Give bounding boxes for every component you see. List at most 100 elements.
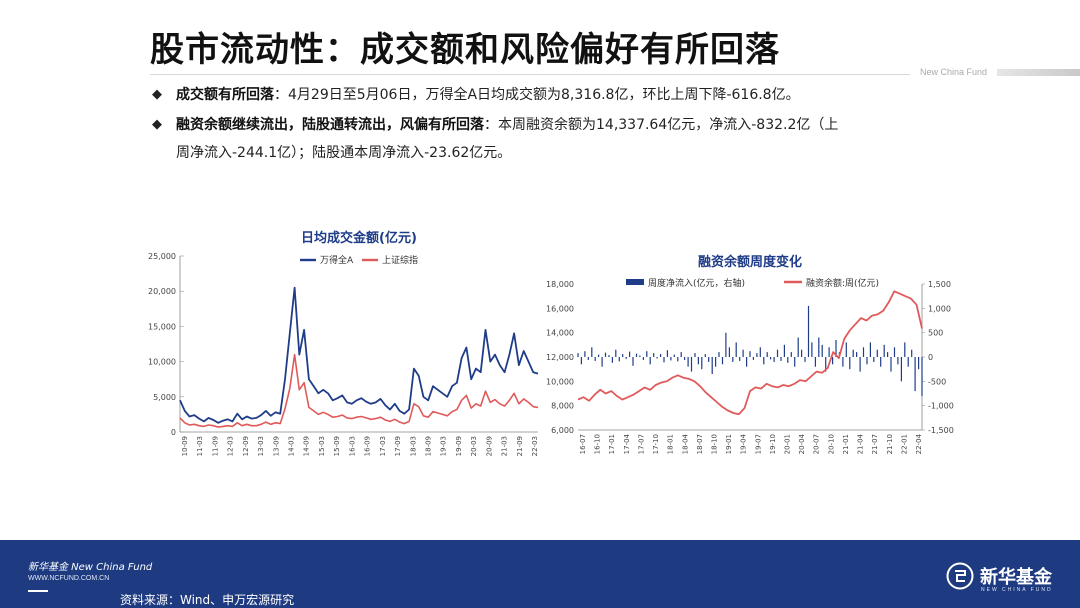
net-inflow-bar: [704, 354, 706, 357]
x-tick-label: 21-04: [857, 433, 865, 454]
x-tick-label: 18-10: [710, 434, 718, 454]
net-inflow-bar: [694, 353, 696, 357]
series-line-sse: [179, 353, 539, 428]
net-inflow-bar: [725, 332, 727, 357]
x-tick-label: 22-01: [900, 434, 908, 454]
net-inflow-bar: [828, 347, 830, 357]
net-inflow-bar: [783, 344, 785, 357]
x-tick-label: 18-04: [681, 433, 689, 454]
x-tick-label: 19-07: [754, 434, 762, 454]
y-tick-label: 5,000: [153, 393, 176, 402]
net-inflow-bar: [639, 355, 641, 357]
net-inflow-bar: [814, 357, 816, 367]
net-inflow-bar: [776, 349, 779, 357]
net-inflow-bar: [625, 357, 627, 359]
net-inflow-bar: [849, 357, 851, 370]
net-inflow-bar: [914, 357, 916, 392]
net-inflow-bar: [766, 352, 768, 357]
net-inflow-bar: [629, 351, 631, 357]
y-left-tick-label: 16,000: [546, 304, 574, 313]
footer-divider: [28, 590, 48, 592]
net-inflow-bar: [904, 342, 906, 357]
net-inflow-bar: [856, 352, 858, 357]
net-inflow-bar: [763, 357, 765, 365]
net-inflow-bar: [880, 357, 882, 367]
net-inflow-bar: [842, 357, 844, 367]
net-inflow-bar: [711, 357, 713, 374]
net-inflow-bar: [697, 357, 699, 365]
net-inflow-bar: [811, 342, 813, 357]
net-inflow-bar: [663, 357, 665, 363]
y-tick-label: 25,000: [148, 252, 176, 261]
x-tick-label: 13-09: [272, 436, 280, 456]
brand-tag: New China Fund: [920, 67, 988, 77]
net-inflow-bar: [598, 354, 600, 357]
footer-logo-text: 新华基金: [980, 567, 1052, 588]
x-tick-label: 19-03: [440, 436, 448, 456]
net-inflow-bar: [580, 357, 582, 365]
x-tick-label: 21-01: [842, 434, 850, 454]
net-inflow-bar: [601, 357, 603, 367]
net-inflow-bar: [859, 357, 861, 372]
y-left-tick-label: 18,000: [546, 280, 574, 289]
bullet-heading: 融资余额继续流出，陆股通转流出，风偏有所回落: [176, 117, 484, 133]
net-inflow-bar: [835, 340, 837, 357]
net-inflow-bar: [907, 357, 909, 367]
net-inflow-bar: [787, 357, 789, 363]
y-right-tick-label: 500: [928, 329, 943, 338]
x-tick-label: 13-03: [257, 436, 265, 456]
net-inflow-bar: [780, 357, 782, 361]
footer-url[interactable]: WWW.NCFUND.COM.CN: [28, 575, 110, 582]
x-tick-label: 20-09: [485, 436, 493, 456]
net-inflow-bar: [735, 342, 737, 357]
x-tick-label: 20-01: [784, 434, 792, 454]
net-inflow-bar: [670, 357, 672, 361]
x-tick-label: 17-01: [608, 434, 616, 454]
margin-balance-chart: 融资余额周度变化 6,000 8,000 10,000 12,000 14,000 16,0…: [546, 254, 954, 454]
net-inflow-bar: [701, 357, 703, 370]
net-inflow-bar: [673, 354, 675, 357]
net-inflow-bar: [591, 347, 593, 357]
net-inflow-bar: [635, 353, 638, 357]
net-inflow-bar: [732, 357, 734, 362]
net-inflow-bar: [797, 337, 799, 357]
footer-logo-subtext: NEW CHINA FUND: [981, 587, 1053, 593]
y-tick-label: 0: [171, 428, 176, 437]
net-inflow-bar: [845, 342, 847, 357]
net-inflow-bar: [804, 357, 806, 362]
x-tick-label: 14-09: [303, 436, 311, 456]
diamond-bullet-icon: ◆: [152, 117, 162, 132]
net-inflow-bar: [690, 357, 693, 372]
x-tick-label: 19-01: [725, 434, 733, 454]
net-inflow-bar: [818, 337, 820, 357]
legend-swatch: [626, 279, 644, 285]
net-inflow-bar: [622, 354, 624, 357]
net-inflow-bar: [921, 357, 923, 396]
x-tick-label: 15-03: [318, 436, 326, 456]
net-inflow-bar: [684, 357, 686, 360]
x-tick-label: 16-03: [348, 436, 356, 456]
legend-label: 万得全A: [320, 254, 354, 266]
footer-brand: 新华基金 New China Fund: [28, 562, 153, 573]
bullet-margin-financing: ◆ 融资余额继续流出，陆股通转流出，风偏有所回落：本周融资余额为14,337.6…: [152, 111, 972, 167]
legend-label: 融资余额:周(亿元): [806, 277, 879, 289]
x-tick-label: 17-03: [379, 436, 387, 456]
net-inflow-bar: [677, 357, 679, 362]
net-inflow-bar: [660, 354, 662, 357]
footer-band: 新华基金 New China Fund WWW.NCFUND.COM.CN 资料…: [0, 540, 1080, 608]
page-title: 股市流动性：成交额和风险偏好有所回落: [150, 30, 780, 70]
y-tick-label: 10,000: [148, 358, 176, 367]
x-tick-label: 17-07: [637, 434, 645, 454]
y-left-tick-label: 10,000: [546, 377, 574, 386]
x-tick-label: 15-09: [333, 436, 341, 456]
net-inflow-bar: [900, 357, 902, 382]
net-inflow-bar: [862, 347, 865, 357]
y-right-tick-label: -1,000: [928, 402, 954, 411]
net-inflow-bar: [604, 352, 607, 357]
net-inflow-bar: [656, 357, 658, 359]
net-inflow-bar: [756, 353, 758, 357]
x-tick-label: 17-04: [623, 433, 631, 454]
net-inflow-bar: [680, 352, 682, 357]
net-inflow-bar: [608, 355, 610, 357]
x-tick-label: 20-10: [827, 434, 835, 454]
